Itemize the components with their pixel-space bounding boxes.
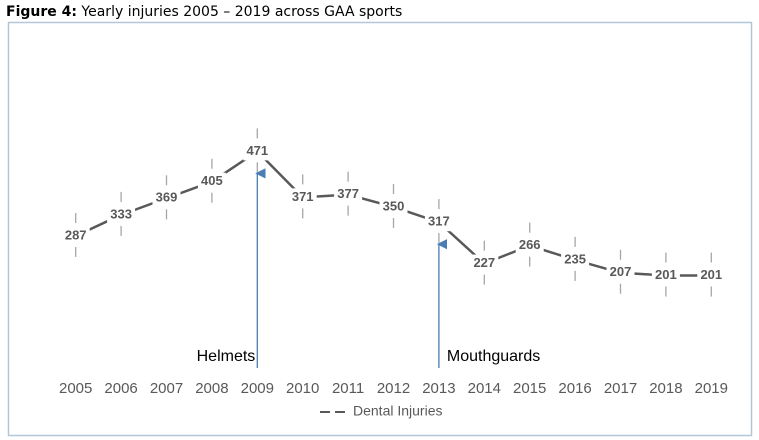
data-label-bg	[470, 254, 499, 273]
x-tick-label: 2015	[513, 380, 546, 397]
data-label: 371	[292, 189, 314, 204]
data-label-bg	[424, 213, 453, 232]
data-label: 227	[473, 255, 495, 270]
data-label: 333	[110, 206, 132, 221]
x-tick-label: 2014	[468, 380, 501, 397]
data-label-bg	[651, 266, 680, 285]
x-tick-label: 2016	[558, 380, 591, 397]
x-tick-label: 2010	[286, 380, 319, 397]
x-tick-label: 2019	[695, 380, 728, 397]
x-tick-label: 2009	[241, 380, 274, 397]
data-label-bg	[561, 250, 590, 269]
data-label-bg	[697, 266, 726, 285]
chart-title: Figure 4: Yearly injuries 2005 – 2019 ac…	[6, 4, 402, 20]
data-label-bg	[288, 188, 317, 207]
x-tick-label: 2012	[377, 380, 410, 397]
data-label: 350	[383, 198, 405, 213]
legend-label: Dental Injuries	[353, 403, 443, 419]
data-label-bg	[197, 172, 226, 191]
x-tick-label: 2008	[195, 380, 228, 397]
x-tick-label: 2018	[649, 380, 682, 397]
data-label-bg	[515, 236, 544, 255]
x-tick-label: 2007	[150, 380, 183, 397]
data-label: 207	[610, 264, 632, 279]
annotation-text: Helmets	[197, 348, 256, 365]
x-tick-label: 2011	[332, 380, 364, 397]
data-label: 287	[65, 227, 87, 242]
x-tick-label: 2013	[422, 380, 455, 397]
data-label-bg	[152, 189, 181, 208]
data-label-bg	[107, 205, 136, 224]
data-label-bg	[243, 142, 272, 161]
x-tick-label: 2006	[104, 380, 137, 397]
data-label-bg	[379, 198, 408, 216]
data-label: 266	[519, 237, 541, 252]
data-label-bg	[334, 185, 363, 204]
data-label: 201	[700, 267, 722, 282]
x-tick-label: 2005	[59, 380, 92, 397]
data-label: 471	[246, 143, 268, 158]
data-label: 377	[337, 186, 359, 201]
data-label: 405	[201, 173, 223, 188]
annotation-text: Mouthguards	[447, 348, 540, 365]
title-text: Yearly injuries 2005 – 2019 across GAA s…	[80, 4, 402, 20]
figure-label: Figure 4:	[6, 4, 77, 20]
data-label-bg	[61, 226, 90, 245]
data-label: 235	[564, 251, 586, 266]
data-label: 369	[156, 190, 178, 205]
data-label-bg	[606, 263, 635, 282]
data-label: 201	[655, 267, 677, 282]
x-tick-label: 2017	[604, 380, 637, 397]
data-label: 317	[428, 214, 450, 229]
chart-frame	[7, 21, 753, 437]
